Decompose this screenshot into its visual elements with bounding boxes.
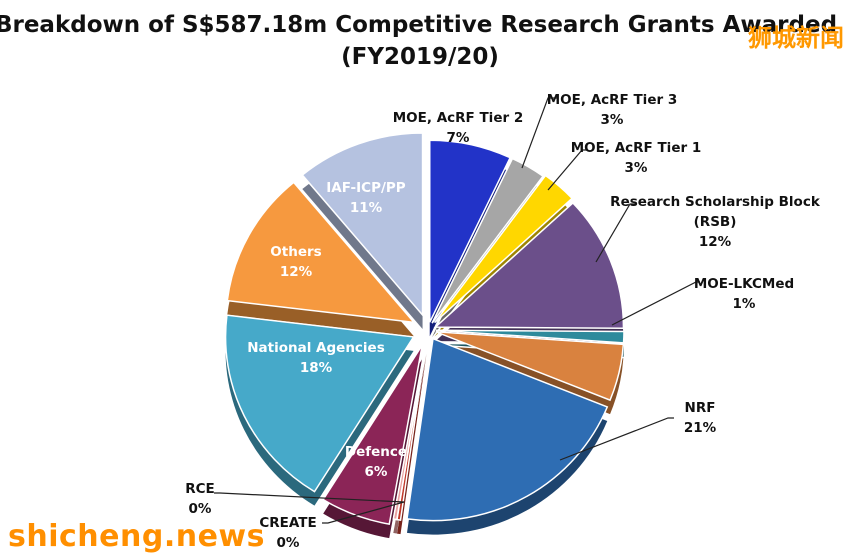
slice-name-label: Others bbox=[270, 244, 321, 260]
slice-name-label: NRF bbox=[685, 400, 716, 416]
leader-line bbox=[322, 501, 405, 524]
leader-line bbox=[547, 149, 588, 191]
slice-percent-label: 11% bbox=[350, 200, 383, 216]
slice-percent-label: 18% bbox=[300, 360, 333, 376]
pie-slice bbox=[392, 339, 428, 521]
slice-percent-label: 0% bbox=[277, 535, 300, 551]
chart-title: Breakdown of S$587.18m Competitive Resea… bbox=[0, 12, 838, 38]
slice-name-label: RCE bbox=[185, 481, 215, 497]
slice-percent-label: 21% bbox=[684, 420, 717, 436]
pie-slice bbox=[224, 314, 415, 493]
leader-lines-layer bbox=[214, 97, 700, 524]
chart-subtitle: (FY2019/20) bbox=[341, 44, 499, 70]
slice-name-label: MOE-LKCMed bbox=[694, 276, 794, 292]
leader-line bbox=[559, 417, 674, 461]
slice-percent-label: 0% bbox=[189, 501, 212, 517]
slice-name-label: (RSB) bbox=[694, 214, 737, 230]
leader-line bbox=[521, 97, 558, 169]
pie-slice bbox=[322, 344, 424, 525]
slice-name-label: MOE, AcRF Tier 1 bbox=[571, 140, 701, 156]
pie-slice bbox=[429, 139, 512, 323]
slice-percent-label: 7% bbox=[447, 130, 470, 146]
slice-name-label: Research Scholarship Block bbox=[610, 194, 821, 210]
pie-slice bbox=[226, 181, 416, 324]
slice-percent-label: 12% bbox=[699, 234, 732, 250]
slice-percent-label: 3% bbox=[601, 112, 624, 128]
pie-slice bbox=[431, 157, 545, 324]
slice-name-label: MOE, AcRF Tier 2 bbox=[393, 110, 523, 126]
watermark-site: shicheng.news bbox=[8, 519, 265, 554]
slice-percent-label: 6% bbox=[365, 464, 388, 480]
slice-name-label: National Agencies bbox=[247, 340, 385, 356]
slice-name-label: Defence bbox=[345, 444, 407, 460]
slice-name-label: MOE, AcRF Tier 3 bbox=[547, 92, 677, 108]
slice-percent-label: 3% bbox=[625, 160, 648, 176]
pie-slice bbox=[435, 331, 625, 402]
pie-slice bbox=[435, 329, 625, 344]
leader-line bbox=[611, 281, 700, 326]
pie-slice bbox=[301, 132, 424, 317]
slice-percent-label: 12% bbox=[280, 264, 313, 280]
slice-percent-label: 1% bbox=[733, 296, 756, 312]
pie-slices-layer bbox=[224, 132, 625, 525]
pie-slice bbox=[406, 337, 609, 522]
pie-slice bbox=[434, 174, 574, 324]
slice-labels-layer: MOE, AcRF Tier 2 7% MOE, AcRF Tier 3 3% MOE,… bbox=[185, 92, 821, 551]
leader-line bbox=[595, 203, 636, 263]
slice-name-label: IAF-ICP/PP bbox=[326, 180, 406, 196]
watermark-chinese: 狮城新闻 bbox=[748, 24, 844, 52]
leader-line bbox=[214, 492, 405, 503]
slice-name-label: CREATE bbox=[259, 515, 316, 531]
